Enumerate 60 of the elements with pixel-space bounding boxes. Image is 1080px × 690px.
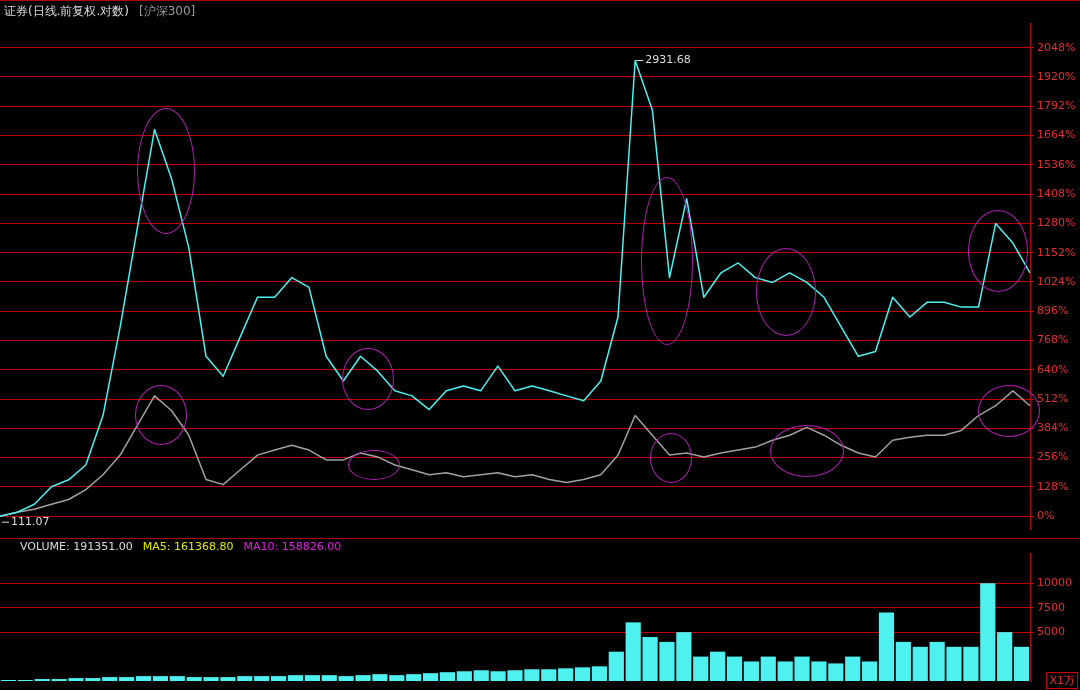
bar bbox=[102, 677, 118, 681]
bar bbox=[406, 674, 422, 681]
y-tick-label: 896% bbox=[1037, 304, 1069, 318]
y-tick-label: 1920% bbox=[1037, 69, 1076, 83]
bar bbox=[743, 661, 759, 681]
y-tick-label: 1280% bbox=[1037, 216, 1076, 230]
y-tick-label: 128% bbox=[1037, 479, 1069, 493]
y-tick-label: 1408% bbox=[1037, 186, 1076, 200]
chart-subtitle: [沪深300] bbox=[139, 4, 196, 18]
bar bbox=[271, 676, 287, 681]
bar bbox=[760, 656, 776, 681]
bar bbox=[287, 675, 304, 681]
y-tick-label: 1536% bbox=[1037, 157, 1076, 171]
bar bbox=[304, 675, 320, 681]
bar bbox=[321, 675, 337, 681]
y-tick-label: 384% bbox=[1037, 421, 1069, 435]
bar bbox=[119, 677, 135, 681]
bar bbox=[726, 656, 743, 681]
bar bbox=[558, 668, 574, 681]
bar bbox=[861, 661, 878, 681]
bar bbox=[912, 646, 928, 681]
y-tick-label: 512% bbox=[1037, 391, 1069, 405]
y-axis-title: X1万 bbox=[1046, 672, 1078, 689]
y-tick-label: 7500 bbox=[1037, 600, 1065, 614]
y-tick-label: 5000 bbox=[1037, 625, 1065, 638]
y-tick-label: 1024% bbox=[1037, 274, 1076, 288]
bar bbox=[574, 667, 591, 681]
bar bbox=[135, 676, 152, 681]
bar bbox=[169, 676, 185, 681]
bar bbox=[439, 672, 456, 681]
annotation: 2931.68 bbox=[645, 53, 691, 67]
bar bbox=[541, 669, 557, 681]
y-tick-label: 10000 bbox=[1037, 576, 1072, 590]
bar bbox=[254, 676, 270, 681]
y-tick-label: 640% bbox=[1037, 362, 1069, 376]
bar bbox=[473, 670, 489, 681]
chart-title: 证券(日线.前复权.对数) bbox=[4, 4, 129, 18]
bar bbox=[693, 656, 709, 681]
y-tick-label: 1792% bbox=[1037, 99, 1076, 113]
bar bbox=[608, 651, 624, 681]
bar bbox=[895, 641, 911, 681]
bar bbox=[152, 676, 169, 681]
bar bbox=[997, 632, 1013, 681]
annotation: 111.07 bbox=[11, 515, 50, 529]
y-tick-label: 768% bbox=[1037, 333, 1069, 347]
bar bbox=[845, 656, 861, 681]
bar bbox=[878, 612, 895, 681]
text: MA10: 158826.00 bbox=[243, 539, 342, 553]
y-tick-label: 2048% bbox=[1037, 40, 1076, 54]
bar bbox=[710, 651, 726, 681]
text: VOLUME: 191351.00 bbox=[20, 539, 133, 553]
bar bbox=[591, 666, 608, 681]
bar bbox=[422, 673, 439, 681]
y-tick-label: 0% bbox=[1037, 509, 1055, 523]
y-tick-label: 256% bbox=[1037, 450, 1069, 464]
bar bbox=[1013, 646, 1030, 681]
y-tick-label: 1152% bbox=[1037, 245, 1076, 259]
bar bbox=[456, 671, 472, 681]
text: MA5: 161368.80 bbox=[142, 539, 234, 553]
y-tick-label: 1664% bbox=[1037, 128, 1076, 142]
